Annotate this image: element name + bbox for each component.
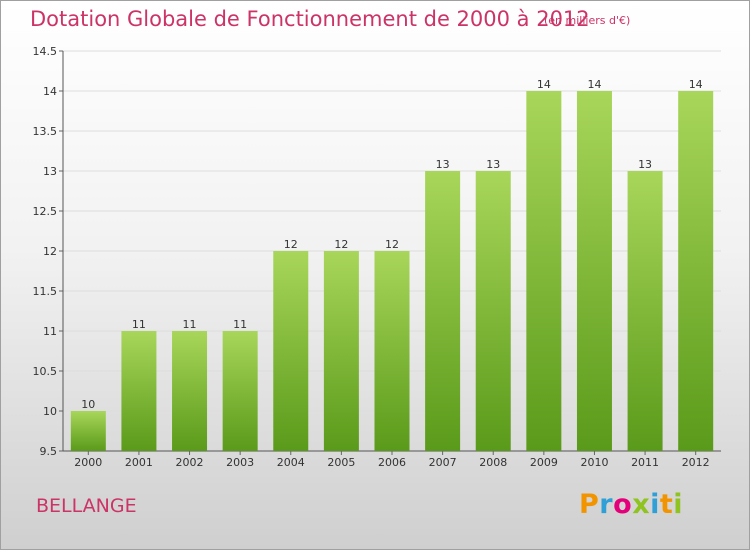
data-label-2006: 12: [385, 238, 399, 251]
y-tick-label: 12: [43, 245, 57, 258]
x-tick-label-2008: 2008: [479, 456, 507, 469]
y-tick-label: 14: [43, 85, 57, 98]
x-tick-label-2001: 2001: [125, 456, 153, 469]
y-tick-label: 10: [43, 405, 57, 418]
bar-2007: [425, 171, 461, 451]
bar-2006: [374, 251, 410, 451]
x-tick-label-2006: 2006: [378, 456, 406, 469]
chart-subtitle: (en milliers d'€): [544, 14, 631, 27]
x-tick-label-2010: 2010: [580, 456, 608, 469]
bar-2010: [576, 91, 612, 451]
data-label-2011: 13: [638, 158, 652, 171]
bar-2002: [172, 331, 208, 451]
data-label-2007: 13: [436, 158, 450, 171]
data-label-2010: 14: [587, 78, 601, 91]
data-label-2000: 10: [81, 398, 95, 411]
bar-2000: [70, 411, 106, 451]
x-tick-label-2002: 2002: [176, 456, 204, 469]
data-label-2004: 12: [284, 238, 298, 251]
bar-2001: [121, 331, 157, 451]
data-label-2008: 13: [486, 158, 500, 171]
y-tick-label: 9.5: [40, 445, 58, 458]
chart-title: Dotation Globale de Fonctionnement de 20…: [30, 7, 590, 31]
y-tick-label: 12.5: [33, 205, 58, 218]
x-tick-label-2007: 2007: [429, 456, 457, 469]
bar-2008: [475, 171, 511, 451]
y-tick-label: 11.5: [33, 285, 58, 298]
x-tick-label-2004: 2004: [277, 456, 305, 469]
y-tick-label: 11: [43, 325, 57, 338]
y-tick-label: 13: [43, 165, 57, 178]
bar-2011: [627, 171, 663, 451]
logo-letter: r: [599, 489, 614, 520]
x-tick-label-2000: 2000: [74, 456, 102, 469]
y-tick-label: 13.5: [33, 125, 58, 138]
data-label-2005: 12: [334, 238, 348, 251]
logo-letter: o: [613, 489, 633, 520]
y-tick-label: 14.5: [33, 45, 58, 58]
x-tick-label-2012: 2012: [682, 456, 710, 469]
logo-letter: t: [659, 489, 674, 520]
data-label-2001: 11: [132, 318, 146, 331]
x-tick-label-2003: 2003: [226, 456, 254, 469]
x-tick-label-2005: 2005: [327, 456, 355, 469]
data-label-2003: 11: [233, 318, 247, 331]
x-tick-label-2011: 2011: [631, 456, 659, 469]
x-tick-label-2009: 2009: [530, 456, 558, 469]
data-label-2002: 11: [183, 318, 197, 331]
logo-letter: i: [650, 489, 660, 520]
logo-letter: x: [632, 489, 651, 520]
bar-2005: [323, 251, 359, 451]
bar-2009: [526, 91, 562, 451]
bar-2004: [273, 251, 309, 451]
bar-2012: [678, 91, 714, 451]
logo-letter: i: [673, 489, 684, 520]
data-label-2009: 14: [537, 78, 551, 91]
proxiti-logo: Proxiti: [579, 489, 683, 520]
y-tick-label: 10.5: [33, 365, 58, 378]
data-label-2012: 14: [689, 78, 703, 91]
town-name: BELLANGE: [36, 495, 137, 517]
bar-2003: [222, 331, 258, 451]
logo-letter: P: [579, 489, 600, 520]
